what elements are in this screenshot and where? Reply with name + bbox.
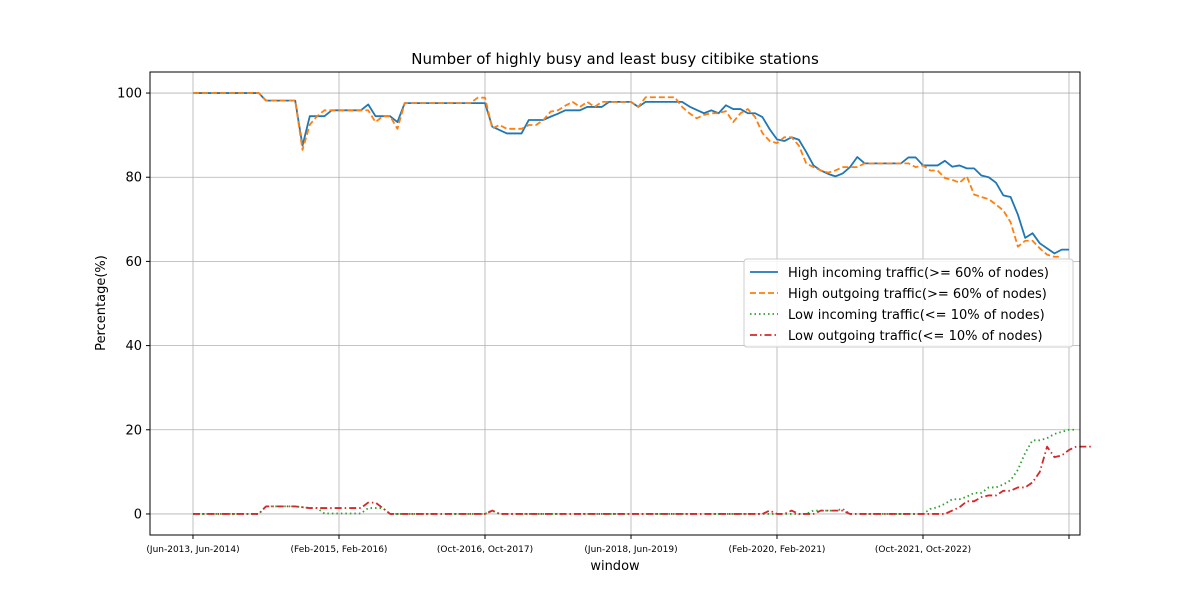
- y-axis-ticks: 0 20 40 60 80 100: [117, 87, 150, 522]
- legend-label: Low incoming traffic(<= 10% of nodes): [788, 308, 1045, 323]
- x-tick-label: (Feb-2015, Feb-2016): [291, 545, 388, 555]
- x-tick-label: (Feb-2020, Feb-2021): [729, 545, 826, 555]
- x-tick-label: (Jun-2018, Jun-2019): [584, 545, 677, 555]
- y-tick-label: 80: [125, 171, 142, 186]
- y-tick-label: 0: [134, 507, 142, 522]
- x-axis-label: window: [590, 559, 640, 574]
- y-axis-label: Percentage(%): [94, 255, 109, 351]
- series-lines: [193, 92, 1091, 515]
- legend-label: High outgoing traffic(>= 60% of nodes): [788, 287, 1047, 302]
- chart-title: Number of highly busy and least busy cit…: [411, 50, 819, 68]
- x-tick-label: (Oct-2021, Oct-2022): [875, 545, 971, 555]
- legend-box: [743, 258, 1074, 348]
- x-axis-ticks: (Jun-2013, Jun-2014) (Feb-2015, Feb-2016)…: [146, 535, 1070, 555]
- y-tick-label: 20: [125, 423, 142, 438]
- x-tick-label: (Jun-2013, Jun-2014): [146, 545, 239, 555]
- y-tick-label: 40: [125, 339, 142, 354]
- legend: High incoming traffic(>= 60% of nodes) Hi…: [743, 258, 1074, 348]
- y-tick-label: 60: [125, 255, 142, 270]
- x-tick-label: (Oct-2016, Oct-2017): [437, 545, 533, 555]
- y-tick-label: 100: [117, 87, 142, 102]
- plot-frame: [149, 71, 1081, 536]
- series-line-2: [193, 92, 1062, 258]
- legend-label: High incoming traffic(>= 60% of nodes): [788, 266, 1049, 281]
- legend-label: Low outgoing traffic(<= 10% of nodes): [788, 329, 1043, 344]
